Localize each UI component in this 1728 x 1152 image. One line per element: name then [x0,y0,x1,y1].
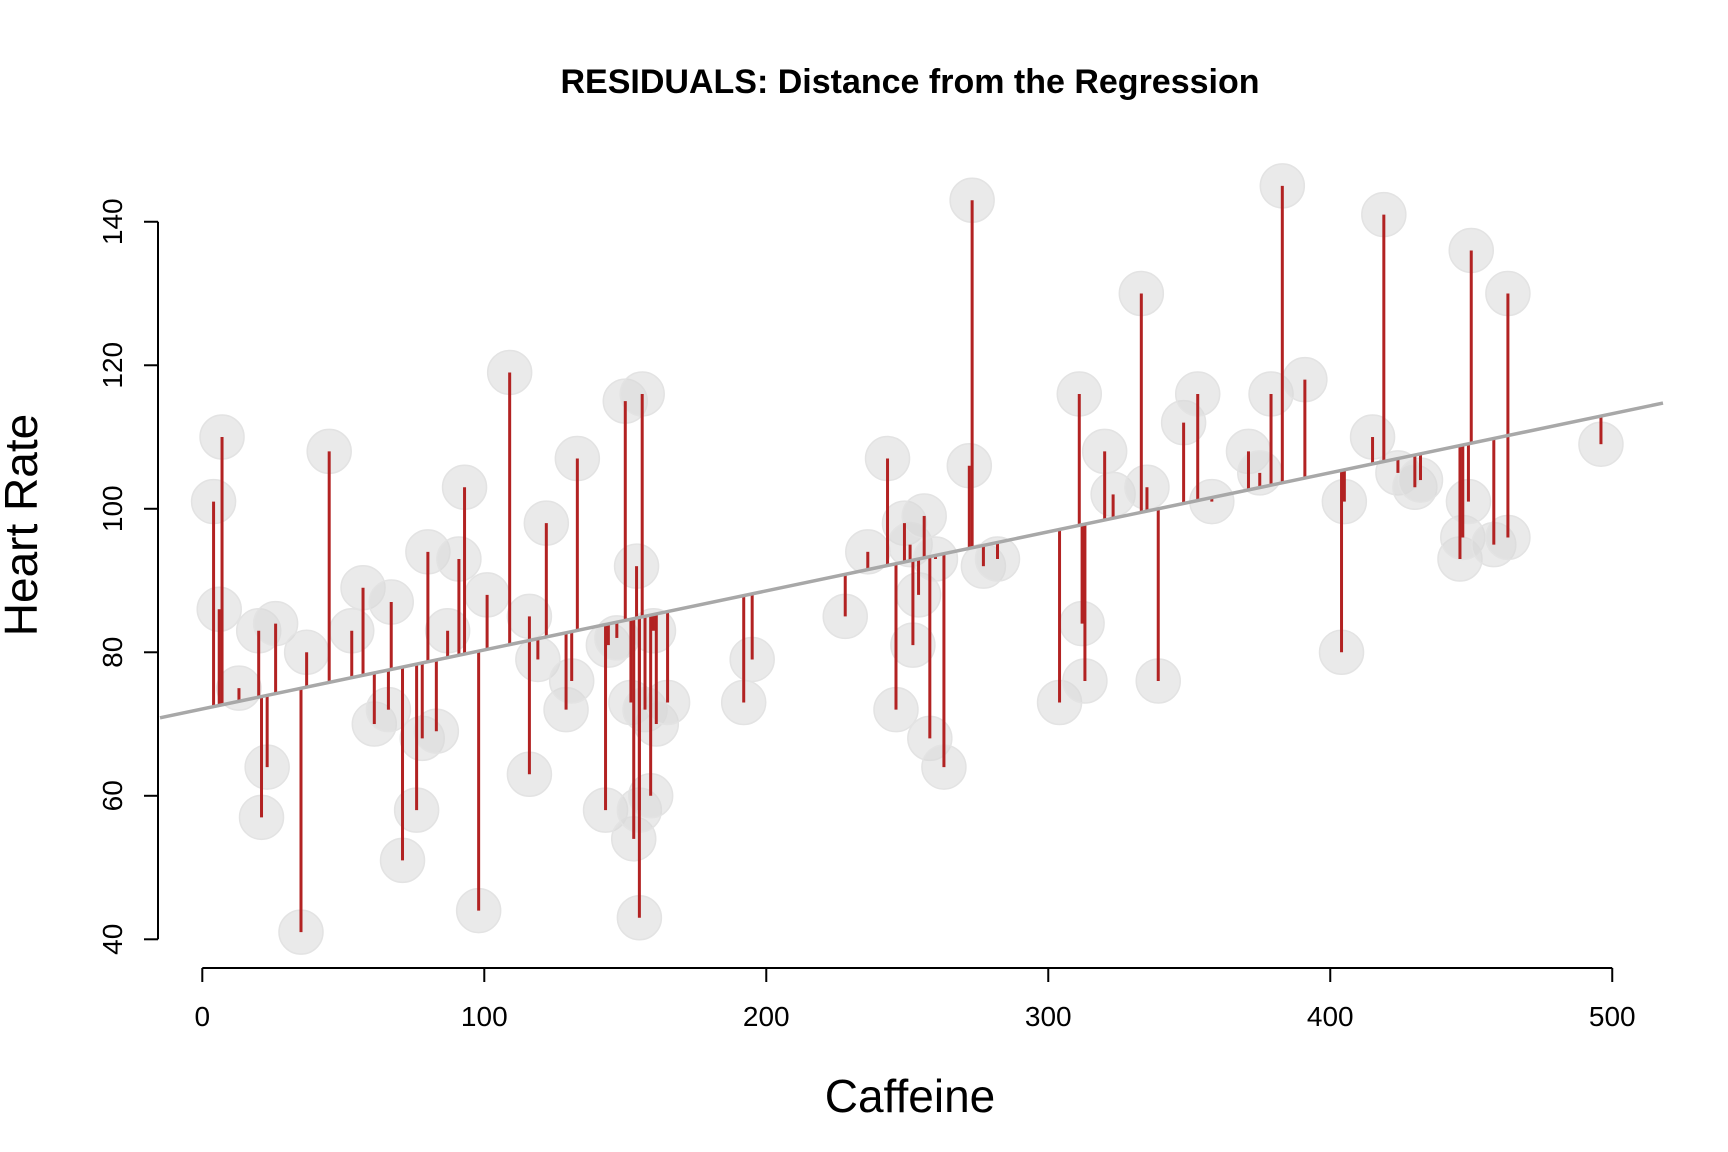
y-tick-label: 140 [97,198,128,245]
regression-line [159,401,1664,720]
x-tick-label: 300 [1025,1001,1072,1032]
axes: 0 100 200 300 400 500 40 60 80 100 120 140 [97,198,1636,1032]
y-tick-label: 60 [97,780,128,811]
x-tick-label: 200 [743,1001,790,1032]
y-tick-label: 100 [97,485,128,532]
plot-area [159,163,1664,955]
x-tick-label: 400 [1307,1001,1354,1032]
x-tick-label: 0 [195,1001,211,1032]
y-tick-label: 80 [97,637,128,668]
x-tick-label: 500 [1589,1001,1636,1032]
data-points [190,163,1624,955]
x-axis-title: Caffeine [825,1070,996,1122]
y-tick-label: 40 [97,924,128,955]
y-axis-title: Heart Rate [0,414,47,636]
chart-title: RESIDUALS: Distance from the Regression [560,63,1259,101]
y-tick-label: 120 [97,342,128,389]
residual-lines [212,185,1603,933]
x-tick-label: 100 [461,1001,508,1032]
